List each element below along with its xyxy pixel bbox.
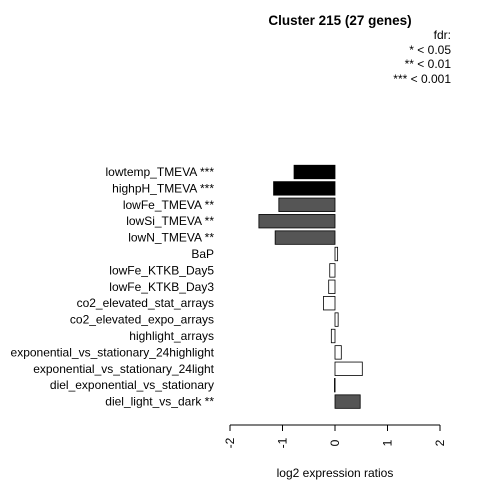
x-tick-label-1: -2 <box>223 437 237 448</box>
legend-entry-1: * < 0.05 <box>409 42 451 57</box>
category-label-12: exponential_vs_stationary_24highlight <box>11 345 215 359</box>
category-label-3: lowFe_TMEVA ** <box>123 198 214 212</box>
x-tick-label-5: 2 <box>433 439 447 446</box>
bar-1 <box>293 164 336 180</box>
category-label-13: exponential_vs_stationary_24light <box>33 362 214 376</box>
legend-title: fdr: <box>433 28 451 42</box>
bar-8 <box>328 279 336 294</box>
x-axis-label: log2 expression ratios <box>276 466 394 480</box>
bar-3 <box>278 197 336 212</box>
bar-6 <box>334 246 339 262</box>
bar-13 <box>334 361 363 376</box>
bar-7 <box>329 263 336 278</box>
category-label-15: diel_light_vs_dark ** <box>105 395 214 409</box>
category-label-10: co2_elevated_expo_arrays <box>70 313 214 327</box>
legend-entry-2: ** < 0.01 <box>404 57 451 71</box>
bar-2 <box>273 181 336 196</box>
x-tick-label-2: -1 <box>276 437 290 448</box>
x-tick-label-3: 0 <box>328 439 342 446</box>
category-labels: lowtemp_TMEVA *** highpH_TMEVA *** lowFe_T… <box>11 165 215 409</box>
x-axis: -2 -1 0 1 2 <box>223 424 447 448</box>
category-label-2: highpH_TMEVA *** <box>112 181 214 195</box>
category-label-4: lowSi_TMEVA ** <box>126 214 214 228</box>
bar-14 <box>334 378 336 393</box>
chart-title: Cluster 215 (27 genes) <box>268 13 412 28</box>
bar-9 <box>323 296 336 311</box>
bar-15 <box>334 394 361 409</box>
bar-10 <box>334 312 339 327</box>
x-tick-label-4: 1 <box>381 439 395 446</box>
bars-group <box>258 164 363 409</box>
category-label-8: lowFe_KTKB_Day3 <box>109 280 214 294</box>
category-label-7: lowFe_KTKB_Day5 <box>109 263 214 277</box>
bar-11 <box>330 328 336 344</box>
category-label-9: co2_elevated_stat_arrays <box>77 296 214 310</box>
category-label-6: BaP <box>191 247 214 261</box>
bar-12 <box>334 345 342 360</box>
legend-entry-3: *** < 0.001 <box>393 71 451 86</box>
category-label-5: lowN_TMEVA ** <box>128 231 214 245</box>
category-label-14: diel_exponential_vs_stationary <box>50 378 214 392</box>
bar-4 <box>258 214 336 229</box>
category-label-1: lowtemp_TMEVA *** <box>106 165 215 179</box>
bar-5 <box>274 230 336 245</box>
category-label-11: highlight_arrays <box>129 329 214 343</box>
legend: fdr: * < 0.05 ** < 0.01 *** < 0.001 <box>393 28 451 86</box>
